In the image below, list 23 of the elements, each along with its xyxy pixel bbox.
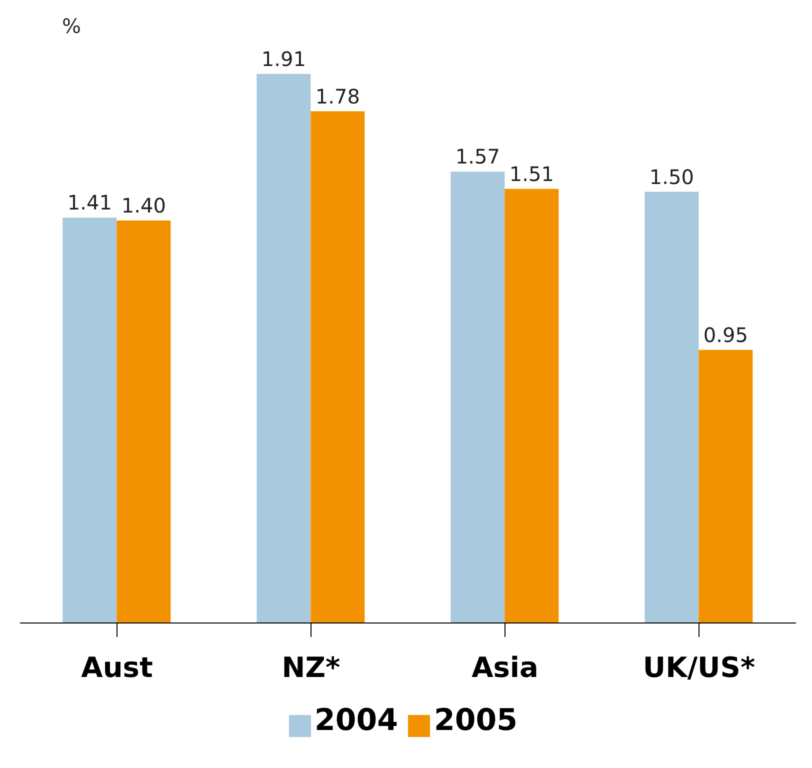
y-axis-title: %	[62, 14, 82, 38]
bar	[256, 74, 311, 623]
data-label: 1.51	[509, 162, 554, 186]
x-tick-label: NZ*	[282, 650, 341, 684]
x-tick-label: Asia	[472, 650, 538, 684]
bar	[310, 111, 365, 623]
bar	[504, 188, 559, 623]
legend-label: 2004	[314, 703, 398, 738]
data-label: 1.91	[261, 46, 306, 71]
bar	[644, 192, 699, 623]
bar	[698, 350, 753, 623]
data-label: 1.78	[315, 84, 360, 108]
data-label: 1.50	[649, 164, 694, 189]
x-tick-label: UK/US*	[642, 650, 756, 684]
bar	[62, 218, 117, 623]
data-label: 0.95	[703, 322, 748, 347]
legend-label: 2005	[434, 703, 518, 738]
bar	[116, 220, 171, 623]
bar	[450, 172, 505, 623]
data-label: 1.40	[121, 194, 166, 218]
x-tick-label: Aust	[81, 650, 153, 684]
data-label: 1.41	[67, 190, 112, 215]
data-label: 1.57	[455, 144, 500, 169]
